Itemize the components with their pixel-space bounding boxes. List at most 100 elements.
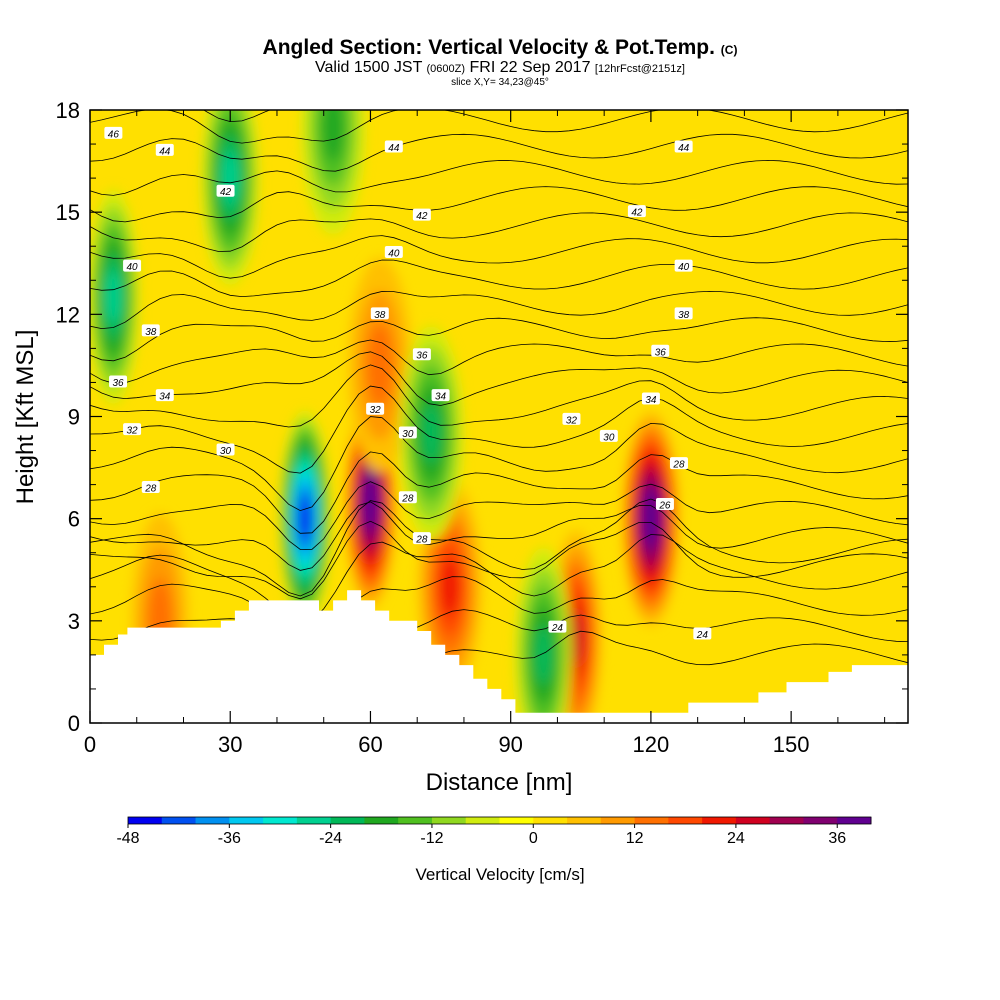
contour-label: 24: [548, 620, 567, 634]
colorbar-bin: [330, 817, 365, 824]
contour-label-text: 34: [159, 392, 171, 403]
theta-line: [90, 290, 908, 330]
contour-label: 26: [655, 498, 674, 512]
contour-label-bg: [412, 208, 431, 221]
colorbar-tick-label: 0: [529, 830, 538, 847]
x-tick-label: 0: [84, 732, 96, 757]
theta-line: [90, 481, 908, 550]
contour-label: 28: [412, 532, 431, 546]
theta-line: [90, 416, 908, 512]
colorbar-label: Vertical Velocity [cm/s]: [415, 865, 584, 884]
colorbar-bin: [431, 817, 467, 824]
contour-label-text: 44: [388, 143, 400, 154]
contour-label-bg: [627, 205, 646, 218]
contour-label-bg: [384, 140, 403, 153]
contour-label: 32: [123, 423, 142, 437]
contour-label-bg: [599, 429, 618, 442]
theta-line: [90, 29, 908, 53]
theta-contours: [90, 29, 908, 666]
y-tick-label: 15: [56, 200, 80, 225]
contour-label-text: 38: [678, 310, 690, 321]
contour-label-text: 28: [144, 484, 157, 495]
contour-label-bg: [548, 620, 567, 633]
contour-label-bg: [384, 246, 403, 259]
contour-label-text: 30: [402, 429, 414, 440]
contour-label-text: 32: [370, 405, 382, 416]
theta-line: [90, 110, 908, 144]
updraft-cell: [568, 611, 584, 665]
contour-label-bg: [104, 126, 123, 139]
contour-label: 40: [674, 259, 693, 273]
downdraft-cell: [421, 404, 441, 464]
theta-line: [203, 110, 272, 123]
contour-label: 32: [366, 402, 385, 416]
x-tick-label: 60: [358, 732, 382, 757]
terrain-mask: [90, 590, 908, 723]
contour-label-text: 28: [415, 535, 428, 546]
contour-label-text: 24: [551, 623, 564, 634]
colorbar-bin: [735, 817, 771, 824]
theta-line: [90, 351, 908, 406]
colorbar-tick-label: 36: [828, 830, 846, 847]
theta-line: [90, 498, 908, 597]
theta-line: [90, 609, 908, 652]
colorbar-bin: [128, 817, 163, 824]
contour-label: 44: [155, 143, 174, 157]
contour-label-bg: [123, 259, 142, 272]
contour-label: 34: [641, 392, 660, 406]
contour-label: 38: [370, 307, 389, 321]
contour-label-bg: [412, 532, 431, 545]
theta-line: [90, 259, 908, 298]
theta-line: [90, 317, 908, 362]
theta-line: [90, 235, 908, 279]
theta-line: [90, 56, 908, 91]
contour-label: 42: [216, 184, 235, 198]
contour-label-text: 44: [678, 143, 690, 154]
colorbar-bin: [364, 817, 399, 824]
colorbar-bin: [161, 817, 197, 824]
contour-label-bg: [216, 184, 235, 197]
x-tick-label: 120: [633, 732, 670, 757]
colorbar-bin: [195, 817, 230, 824]
contour-label-bg: [109, 375, 128, 388]
contour-label-text: 32: [127, 426, 139, 437]
x-axis-label: Distance [nm]: [426, 769, 573, 796]
contour-label-bg: [370, 307, 389, 320]
contour-label: 34: [155, 389, 174, 403]
y-tick-label: 3: [68, 609, 80, 634]
colorbar-tick-label: 12: [626, 830, 644, 847]
colorbar-frame: [127, 816, 872, 825]
y-axis-label: Height [Kft MSL]: [12, 330, 39, 505]
contour-label-bg: [655, 498, 674, 511]
contour-label-text: 42: [220, 187, 232, 198]
contour-label: 46: [104, 126, 123, 140]
contour-label-text: 46: [108, 129, 120, 140]
contour-label-bg: [141, 324, 160, 337]
contour-label: 44: [384, 140, 403, 154]
downdraft-cell: [105, 271, 121, 324]
colorbar-bin: [296, 817, 332, 824]
contour-label-bg: [651, 344, 670, 357]
terrain: [90, 590, 908, 723]
contour-label-text: 34: [435, 392, 447, 403]
contour-label: 30: [216, 443, 235, 457]
contour-label-bg: [562, 412, 581, 425]
contour-label: 28: [398, 491, 417, 505]
contour-label: 32: [562, 412, 581, 426]
y-tick-label: 6: [68, 507, 80, 532]
contour-label-text: 30: [603, 432, 615, 443]
x-tick-label: 150: [773, 732, 810, 757]
contour-label-bg: [155, 389, 174, 402]
colorbar-bin: [837, 817, 872, 824]
contour-label: 38: [674, 307, 693, 321]
colorbar-bin: [499, 817, 534, 824]
contour-label: 28: [141, 481, 160, 495]
contour-label-bg: [674, 140, 693, 153]
y-tick-label: 12: [56, 302, 80, 327]
theta-line: [90, 186, 908, 223]
y-tick-label: 0: [68, 711, 80, 736]
colorbar-bin: [769, 817, 804, 824]
theta-line: [90, 385, 908, 474]
contour-label: 40: [384, 246, 403, 260]
contour-label-bg: [412, 348, 431, 361]
